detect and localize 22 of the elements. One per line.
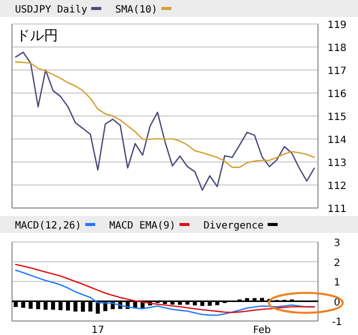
y-tick-label: 113 xyxy=(327,158,347,169)
legend-label: SMA(10) xyxy=(115,4,158,16)
y-tick-label: 115 xyxy=(327,112,347,123)
y-tick-label: 114 xyxy=(327,135,347,146)
chart-title: ドル円 xyxy=(16,28,58,44)
y-tick-label: 119 xyxy=(327,20,347,31)
y-tick-label: -1 xyxy=(332,317,342,328)
y-tick-label: 0 xyxy=(334,297,340,308)
legend-label: MACD(12,26) xyxy=(15,220,82,232)
y-tick-label: 117 xyxy=(327,66,347,77)
x-tick-label: Feb xyxy=(253,325,271,335)
legend-label: USDJPY Daily xyxy=(15,4,88,16)
legend-label: Divergence xyxy=(203,220,264,232)
y-tick-label: 118 xyxy=(327,43,347,54)
y-tick-label: 116 xyxy=(327,89,347,100)
y-tick-label: 2 xyxy=(334,258,340,269)
x-tick-label: 17 xyxy=(91,325,104,335)
y-tick-label: 3 xyxy=(334,238,340,249)
legend-label: MACD EMA(9) xyxy=(109,220,176,232)
y-tick-label: 1 xyxy=(334,278,340,288)
y-tick-label: 112 xyxy=(327,181,347,192)
y-tick-label: 111 xyxy=(327,204,347,215)
